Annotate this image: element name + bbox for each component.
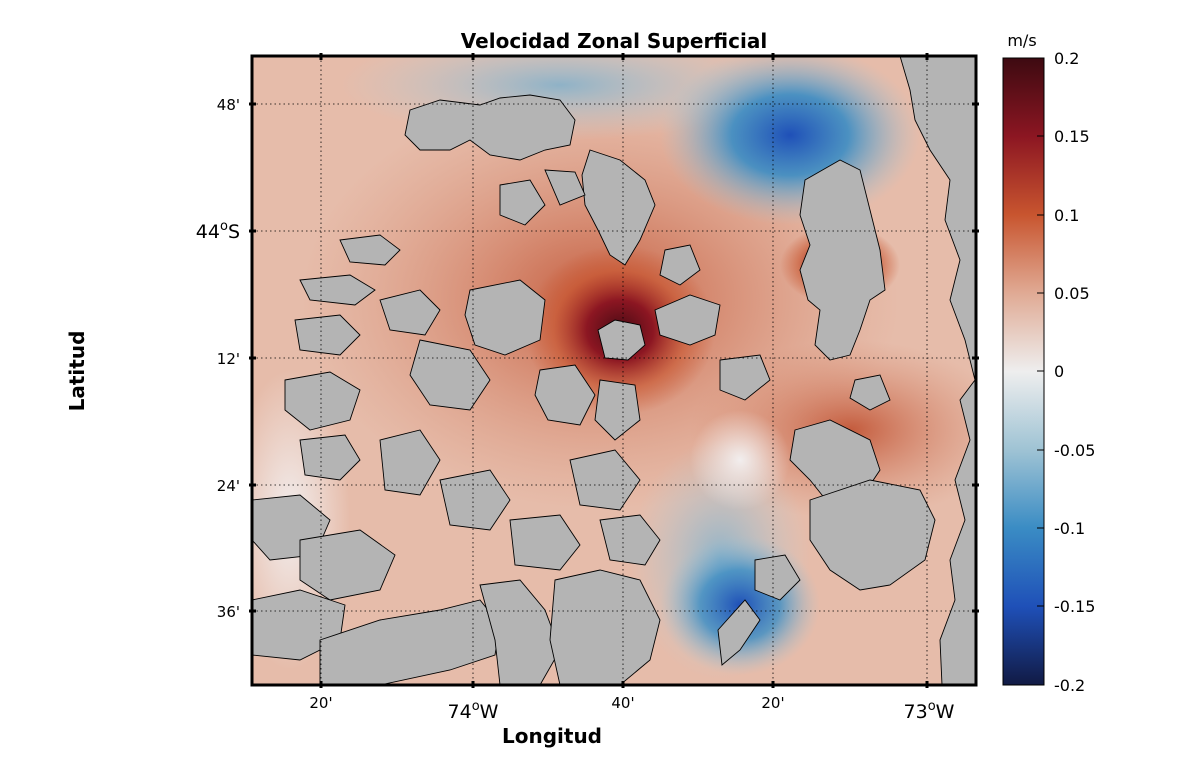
tick-marks xyxy=(249,53,979,688)
island-nw-2 xyxy=(299,274,376,306)
x-tick-label: 40' xyxy=(611,694,634,712)
x-tick-label: 74oW xyxy=(448,699,499,723)
island-center-2 xyxy=(409,339,491,411)
y-tick-label: 24' xyxy=(217,477,240,495)
island-south-4 xyxy=(549,569,661,685)
island-sw-3 xyxy=(509,514,581,571)
island-n-small2 xyxy=(544,169,586,206)
colorbar-ticks: 0.2 0.15 0.1 0.05 0 -0.05 -0.1 -0.15 -0.… xyxy=(1037,49,1095,695)
island-mid-east xyxy=(719,354,771,401)
island-center-right xyxy=(654,294,721,346)
colorbar-tick-label: 0.2 xyxy=(1054,49,1079,68)
mainland-east xyxy=(899,56,976,685)
island-nw-1 xyxy=(339,234,401,266)
map-title: Velocidad Zonal Superficial xyxy=(461,29,767,53)
y-tick-labels: 48' 44oS 12' 24' 36' xyxy=(196,96,240,621)
island-sw-5 xyxy=(599,514,661,566)
island-sw-4 xyxy=(569,449,641,511)
colorbar: m/s 0.2 0.15 0.1 0.05 0 -0.05 -0.1 -0.15… xyxy=(1002,31,1095,695)
island-east-small xyxy=(849,374,891,411)
island-west-4 xyxy=(299,529,396,601)
colorbar-tick-label: -0.2 xyxy=(1054,676,1085,695)
map-frame xyxy=(250,54,978,687)
colorbar-tick-label: -0.15 xyxy=(1054,597,1095,616)
x-tick-label: 20' xyxy=(761,694,784,712)
island-red-core xyxy=(597,319,646,361)
y-tick-label: 36' xyxy=(217,603,240,621)
x-axis-label: Longitud xyxy=(502,724,602,748)
graticule xyxy=(252,56,976,685)
island-center-east xyxy=(659,244,701,286)
island-west-1 xyxy=(284,371,361,431)
island-n-small xyxy=(499,179,546,226)
island-sw-1 xyxy=(379,429,441,496)
x-tick-label: 73oW xyxy=(904,699,955,723)
island-ne-peninsula xyxy=(799,159,886,361)
island-center-1 xyxy=(464,279,546,356)
y-tick-label: 48' xyxy=(217,96,240,114)
colorbar-tick-label: -0.1 xyxy=(1054,519,1085,538)
island-sw-2 xyxy=(439,469,511,531)
colorbar-unit: m/s xyxy=(1007,31,1036,50)
colorbar-tick-label: 0.15 xyxy=(1054,127,1090,146)
colorbar-tick-label: 0 xyxy=(1054,362,1064,381)
island-north-big xyxy=(404,94,576,161)
y-tick-label: 12' xyxy=(217,350,240,368)
island-center-3 xyxy=(534,364,596,426)
island-center-4 xyxy=(594,379,641,441)
land-masses xyxy=(252,56,976,685)
island-west-2 xyxy=(299,434,361,481)
island-se-large xyxy=(809,479,936,591)
y-axis-label: Latitud xyxy=(65,331,89,412)
island-se-small xyxy=(754,554,801,601)
colorbar-tick-label: 0.1 xyxy=(1054,206,1079,225)
x-tick-labels: 20' 74oW 40' 20' 73oW xyxy=(309,694,954,723)
colorbar-tick-label: -0.05 xyxy=(1054,441,1095,460)
y-tick-label: 44oS xyxy=(196,219,240,243)
island-nw-3 xyxy=(294,314,361,356)
x-tick-label: 20' xyxy=(309,694,332,712)
island-south-3 xyxy=(479,579,561,685)
island-nw-4 xyxy=(379,289,441,336)
colorbar-tick-label: 0.05 xyxy=(1054,284,1090,303)
island-se-point xyxy=(717,599,761,666)
